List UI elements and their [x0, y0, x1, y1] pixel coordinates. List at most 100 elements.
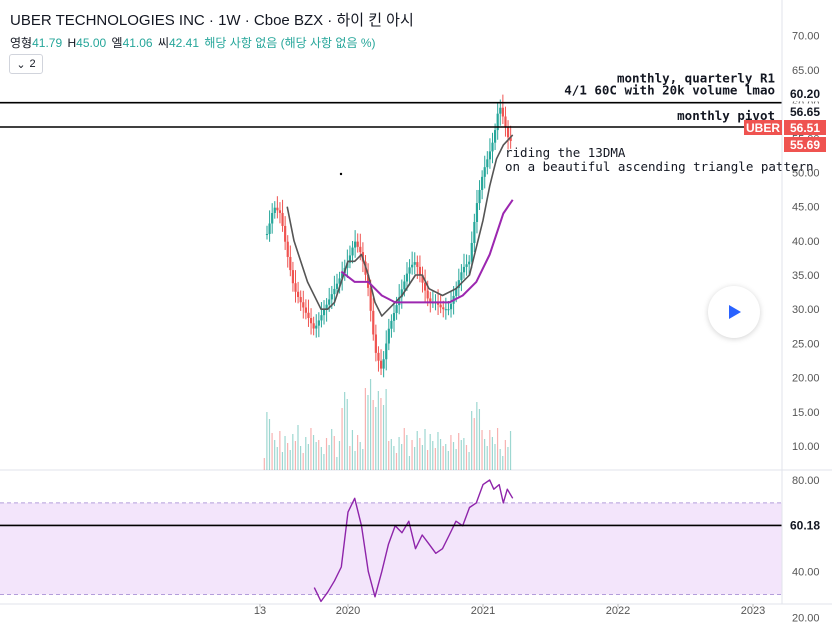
candle-body: [317, 320, 320, 326]
volume-bar: [279, 431, 281, 470]
volume-bar: [465, 445, 468, 470]
volume-bar: [489, 430, 491, 470]
volume-bar: [359, 442, 361, 470]
volume-bar: [494, 444, 496, 470]
volume-bar: [414, 447, 416, 470]
candle-body: [379, 360, 383, 369]
symbol-price-tag: [744, 120, 782, 135]
candle-body: [315, 325, 318, 329]
indicators-toggle-button[interactable]: ⌄ 2: [9, 54, 43, 74]
y-tick-label: 15.00: [792, 407, 820, 419]
candle-body: [486, 159, 489, 168]
candle-body: [385, 343, 388, 360]
volume-bar: [362, 449, 364, 470]
candle-body: [273, 207, 276, 213]
candle-body: [488, 151, 492, 160]
rsi-y-tick-label: 20.00: [792, 612, 820, 622]
candle-body: [328, 299, 331, 305]
volume-bar: [388, 441, 390, 470]
candle-body: [325, 304, 328, 310]
candle-body: [377, 352, 380, 361]
candle-body: [439, 304, 442, 308]
candle-body: [392, 312, 396, 321]
volume-bar: [292, 434, 294, 470]
candle-body: [496, 113, 499, 131]
candle-body: [387, 328, 390, 344]
volume-bar: [468, 452, 470, 470]
candle-body: [395, 305, 398, 313]
volume-bar: [486, 446, 488, 470]
symbol-title: UBER TECHNOLOGIES INC · 1W · Cboe BZX · …: [10, 12, 414, 29]
candle-body: [372, 310, 375, 335]
price-label-tag: [784, 120, 826, 135]
indicator-count: 2: [29, 58, 36, 70]
volume-bar: [274, 440, 276, 470]
volume-bar: [323, 454, 325, 470]
volume-bar: [281, 452, 284, 470]
candle-body: [501, 107, 504, 117]
candle-body: [307, 312, 310, 319]
ohlc-readout: 영형41.79 H45.00 엘41.06 씨42.41 해당 사항 없음 (해…: [10, 34, 376, 51]
volume-bar: [450, 435, 452, 470]
volume-bar: [429, 434, 431, 470]
stray-dot: [339, 172, 343, 176]
volume-bar: [284, 436, 286, 470]
volume-bar: [463, 438, 465, 470]
volume-bar: [398, 437, 400, 470]
volume-bar: [421, 445, 424, 470]
candle-body: [289, 256, 292, 271]
volume-bar: [315, 442, 317, 470]
replay-play-button[interactable]: [708, 286, 760, 338]
candle-body: [475, 203, 479, 222]
candle-body: [330, 294, 333, 300]
volume-bar: [268, 419, 271, 470]
volume-bar: [320, 447, 322, 470]
volume-bar: [318, 440, 320, 470]
candle-body: [299, 297, 302, 303]
play-icon: [729, 305, 741, 319]
chevron-down-icon: ⌄: [16, 58, 26, 71]
volume-bar: [377, 391, 379, 470]
annotation-pivot: monthly pivot: [677, 108, 775, 123]
candle-body: [341, 273, 344, 279]
candle-body: [390, 320, 393, 329]
volume-bar: [336, 457, 338, 470]
volume-bar: [499, 449, 501, 470]
candle-body: [400, 289, 403, 298]
volume-bar: [395, 453, 398, 470]
candle-body: [268, 223, 271, 234]
volume-bar: [341, 408, 343, 470]
candle-body: [322, 309, 326, 316]
candle-body: [473, 221, 476, 243]
volume-bar: [331, 429, 333, 470]
candle-body: [504, 116, 507, 127]
volume-bar: [372, 400, 374, 470]
candle-body: [468, 261, 471, 265]
candle-body: [499, 107, 502, 114]
candle-body: [481, 176, 484, 190]
change-value: 해당 사항 없음 (해당 사항 없음 %): [204, 36, 376, 50]
volume-bar: [419, 438, 421, 470]
candle-body: [509, 137, 512, 142]
open-value: 41.79: [32, 36, 63, 50]
volume-bar: [367, 395, 369, 470]
volume-bar: [509, 431, 512, 470]
volume-bar: [455, 449, 457, 470]
candle-body: [302, 302, 305, 308]
candle-body: [483, 167, 486, 177]
candle-body: [421, 274, 424, 283]
candle-body: [320, 315, 323, 321]
candle-body: [470, 242, 473, 262]
volume-bar: [452, 442, 455, 470]
rsi-level-label: 60.18: [790, 518, 820, 532]
high-label: H: [67, 36, 77, 50]
candle-body: [354, 241, 357, 248]
candle-body: [403, 281, 406, 290]
candle-body: [506, 126, 510, 138]
candle-body: [493, 130, 497, 143]
volume-bar: [328, 445, 330, 470]
volume-bar: [354, 451, 356, 470]
candle-body: [297, 291, 300, 298]
candle-body: [442, 307, 445, 310]
